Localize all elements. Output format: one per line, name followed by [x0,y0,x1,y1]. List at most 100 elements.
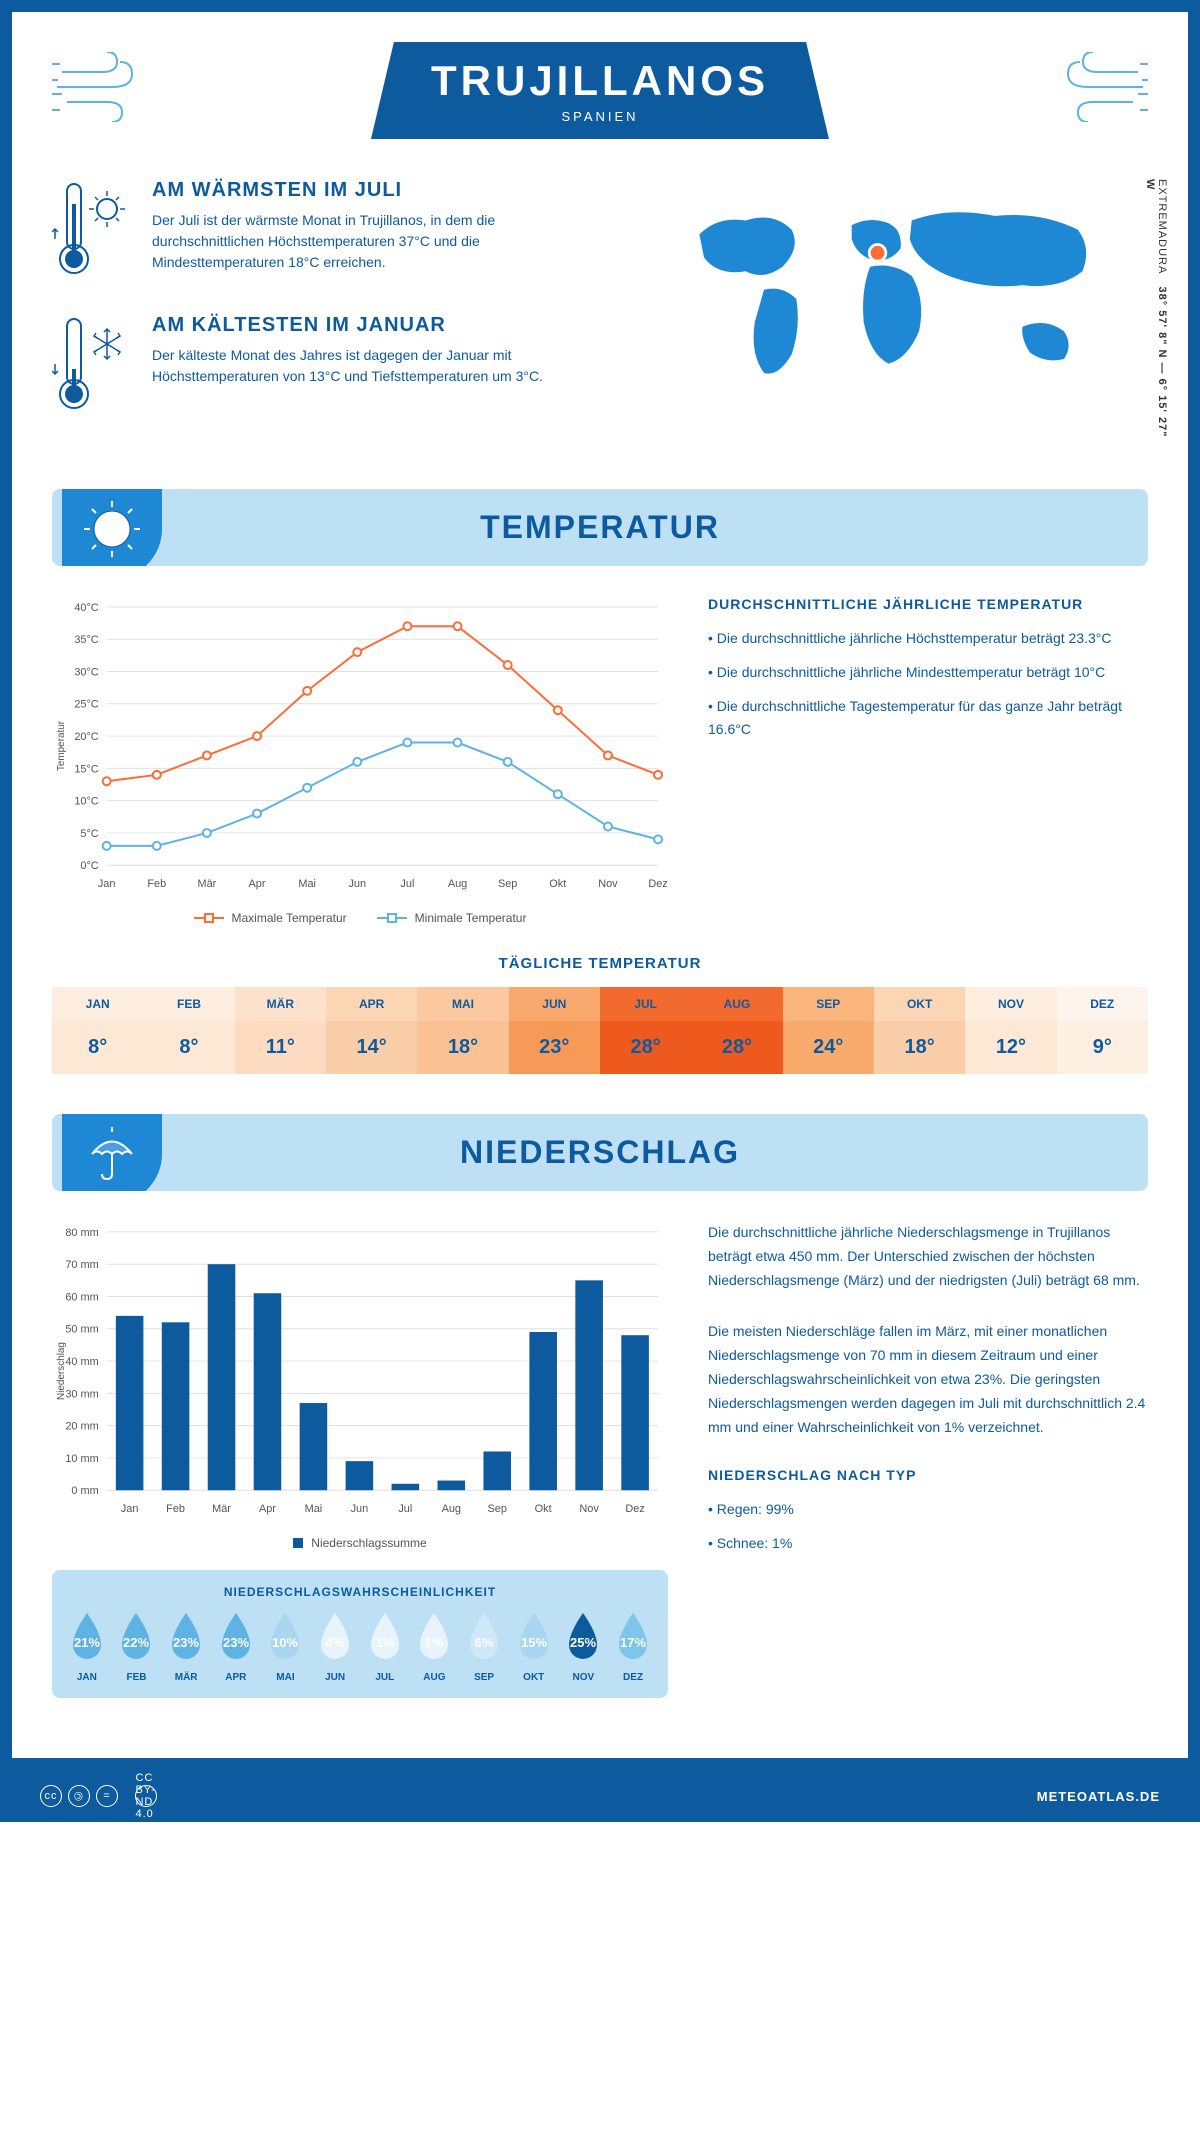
location-subtitle: SPANIEN [431,109,769,124]
temperature-section-header: TEMPERATUR [52,489,1148,566]
temp-bullet: • Die durchschnittliche Tagestemperatur … [708,695,1148,743]
daily-temp-heading: TÄGLICHE TEMPERATUR [52,955,1148,972]
svg-text:Dez: Dez [648,878,667,890]
temp-cell: JAN 8° [52,987,143,1074]
svg-text:30°C: 30°C [74,666,98,678]
location-title: TRUJILLANOS [431,57,769,105]
page-header: TRUJILLANOS SPANIEN [52,42,1148,139]
probability-drop: 23% MÄR [165,1611,207,1683]
svg-text:20 mm: 20 mm [65,1421,98,1433]
svg-text:70 mm: 70 mm [65,1259,98,1271]
precip-bullet: • Regen: 99% [708,1498,1148,1522]
svg-text:Jul: Jul [398,1503,412,1515]
wind-icon [52,52,152,127]
probability-drop: 10% MAI [264,1611,306,1683]
temp-bullet: • Die durchschnittliche jährliche Mindes… [708,661,1148,685]
svg-text:Niederschlag: Niederschlag [56,1342,67,1400]
svg-text:23%: 23% [223,1635,249,1650]
svg-text:Jun: Jun [348,878,366,890]
probability-drop: 23% APR [215,1611,257,1683]
license-text: CC BY-ND 4.0 [135,1785,157,1807]
svg-text:50 mm: 50 mm [65,1324,98,1336]
svg-text:Feb: Feb [166,1503,185,1515]
svg-text:Feb: Feb [147,878,166,890]
svg-text:25%: 25% [570,1635,596,1650]
wind-icon [1048,52,1148,127]
license-block: cc 🄯 = CC BY-ND 4.0 [40,1785,157,1807]
section-title: NIEDERSCHLAG [72,1134,1128,1171]
svg-text:6%: 6% [475,1635,494,1650]
cc-icon: cc [40,1785,62,1807]
svg-text:35°C: 35°C [74,634,98,646]
probability-drop: 21% JAN [66,1611,108,1683]
svg-text:25°C: 25°C [74,699,98,711]
svg-text:0 mm: 0 mm [71,1485,98,1497]
fact-text: Der Juli ist der wärmste Monat in Trujil… [152,210,580,273]
probability-drop: 15% OKT [513,1611,555,1683]
svg-text:Okt: Okt [549,878,566,890]
temp-cell: JUL 28° [600,987,691,1074]
svg-text:80 mm: 80 mm [65,1227,98,1239]
svg-text:Nov: Nov [579,1503,599,1515]
svg-text:Jan: Jan [98,878,116,890]
sun-icon [62,489,162,566]
svg-text:0°C: 0°C [80,860,98,872]
precip-paragraph: Die meisten Niederschläge fallen im März… [708,1320,1148,1439]
temp-bullet: • Die durchschnittliche jährliche Höchst… [708,627,1148,651]
svg-text:Okt: Okt [535,1503,552,1515]
svg-text:15°C: 15°C [74,763,98,775]
svg-text:1%: 1% [375,1635,394,1650]
svg-text:22%: 22% [123,1635,149,1650]
svg-text:Apr: Apr [259,1503,276,1515]
probability-drop: 25% NOV [562,1611,604,1683]
page-footer: cc 🄯 = CC BY-ND 4.0 METEOATLAS.DE [0,1770,1200,1822]
probability-drop: 17% DEZ [612,1611,654,1683]
svg-text:Apr: Apr [249,878,266,890]
temp-cell: OKT 18° [874,987,965,1074]
nd-icon: = [96,1785,118,1807]
precip-type-heading: NIEDERSCHLAG NACH TYP [708,1467,1148,1483]
temperature-line-chart: 0°C5°C10°C15°C20°C25°C30°C35°C40°CJanFeb… [52,596,668,896]
thermometer-hot-icon [52,179,132,284]
probability-drop: 6% SEP [463,1611,505,1683]
svg-text:Mai: Mai [298,878,316,890]
svg-text:Dez: Dez [625,1503,644,1515]
svg-text:Mai: Mai [305,1503,323,1515]
coldest-fact: AM KÄLTESTEN IM JANUAR Der kälteste Mona… [52,314,580,419]
umbrella-icon [62,1114,162,1191]
svg-text:10 mm: 10 mm [65,1453,98,1465]
temp-cell: NOV 12° [965,987,1056,1074]
temp-cell: FEB 8° [143,987,234,1074]
svg-text:Sep: Sep [498,878,517,890]
coordinates: EXTREMADURA 38° 57' 8" N — 6° 15' 27" W [1144,179,1168,449]
svg-text:1%: 1% [425,1635,444,1650]
probability-drop: 1% JUL [364,1611,406,1683]
probability-drop: 22% FEB [115,1611,157,1683]
svg-text:21%: 21% [74,1635,100,1650]
site-name: METEOATLAS.DE [1037,1789,1160,1804]
prob-heading: NIEDERSCHLAGSWAHRSCHEINLICHKEIT [62,1585,658,1599]
world-map [620,179,1148,419]
temp-cell: SEP 24° [783,987,874,1074]
title-banner: TRUJILLANOS SPANIEN [371,42,829,139]
temp-cell: DEZ 9° [1057,987,1148,1074]
legend-label: Niederschlagssumme [311,1536,426,1550]
svg-text:40°C: 40°C [74,602,98,614]
probability-drop: 4% JUN [314,1611,356,1683]
legend-label: Minimale Temperatur [415,911,527,925]
svg-text:23%: 23% [173,1635,199,1650]
temp-cell: MÄR 11° [235,987,326,1074]
temp-cell: MAI 18° [417,987,508,1074]
precip-paragraph: Die durchschnittliche jährliche Niedersc… [708,1221,1148,1292]
by-icon: 🄯 [68,1785,90,1807]
svg-text:Temperatur: Temperatur [56,720,67,771]
svg-text:60 mm: 60 mm [65,1291,98,1303]
svg-text:10%: 10% [272,1635,298,1650]
fact-heading: AM KÄLTESTEN IM JANUAR [152,314,580,337]
svg-text:5°C: 5°C [80,828,98,840]
temp-cell: JUN 23° [509,987,600,1074]
svg-text:Sep: Sep [488,1503,507,1515]
fact-text: Der kälteste Monat des Jahres ist dagege… [152,345,580,387]
svg-text:Aug: Aug [448,878,467,890]
svg-text:17%: 17% [620,1635,646,1650]
